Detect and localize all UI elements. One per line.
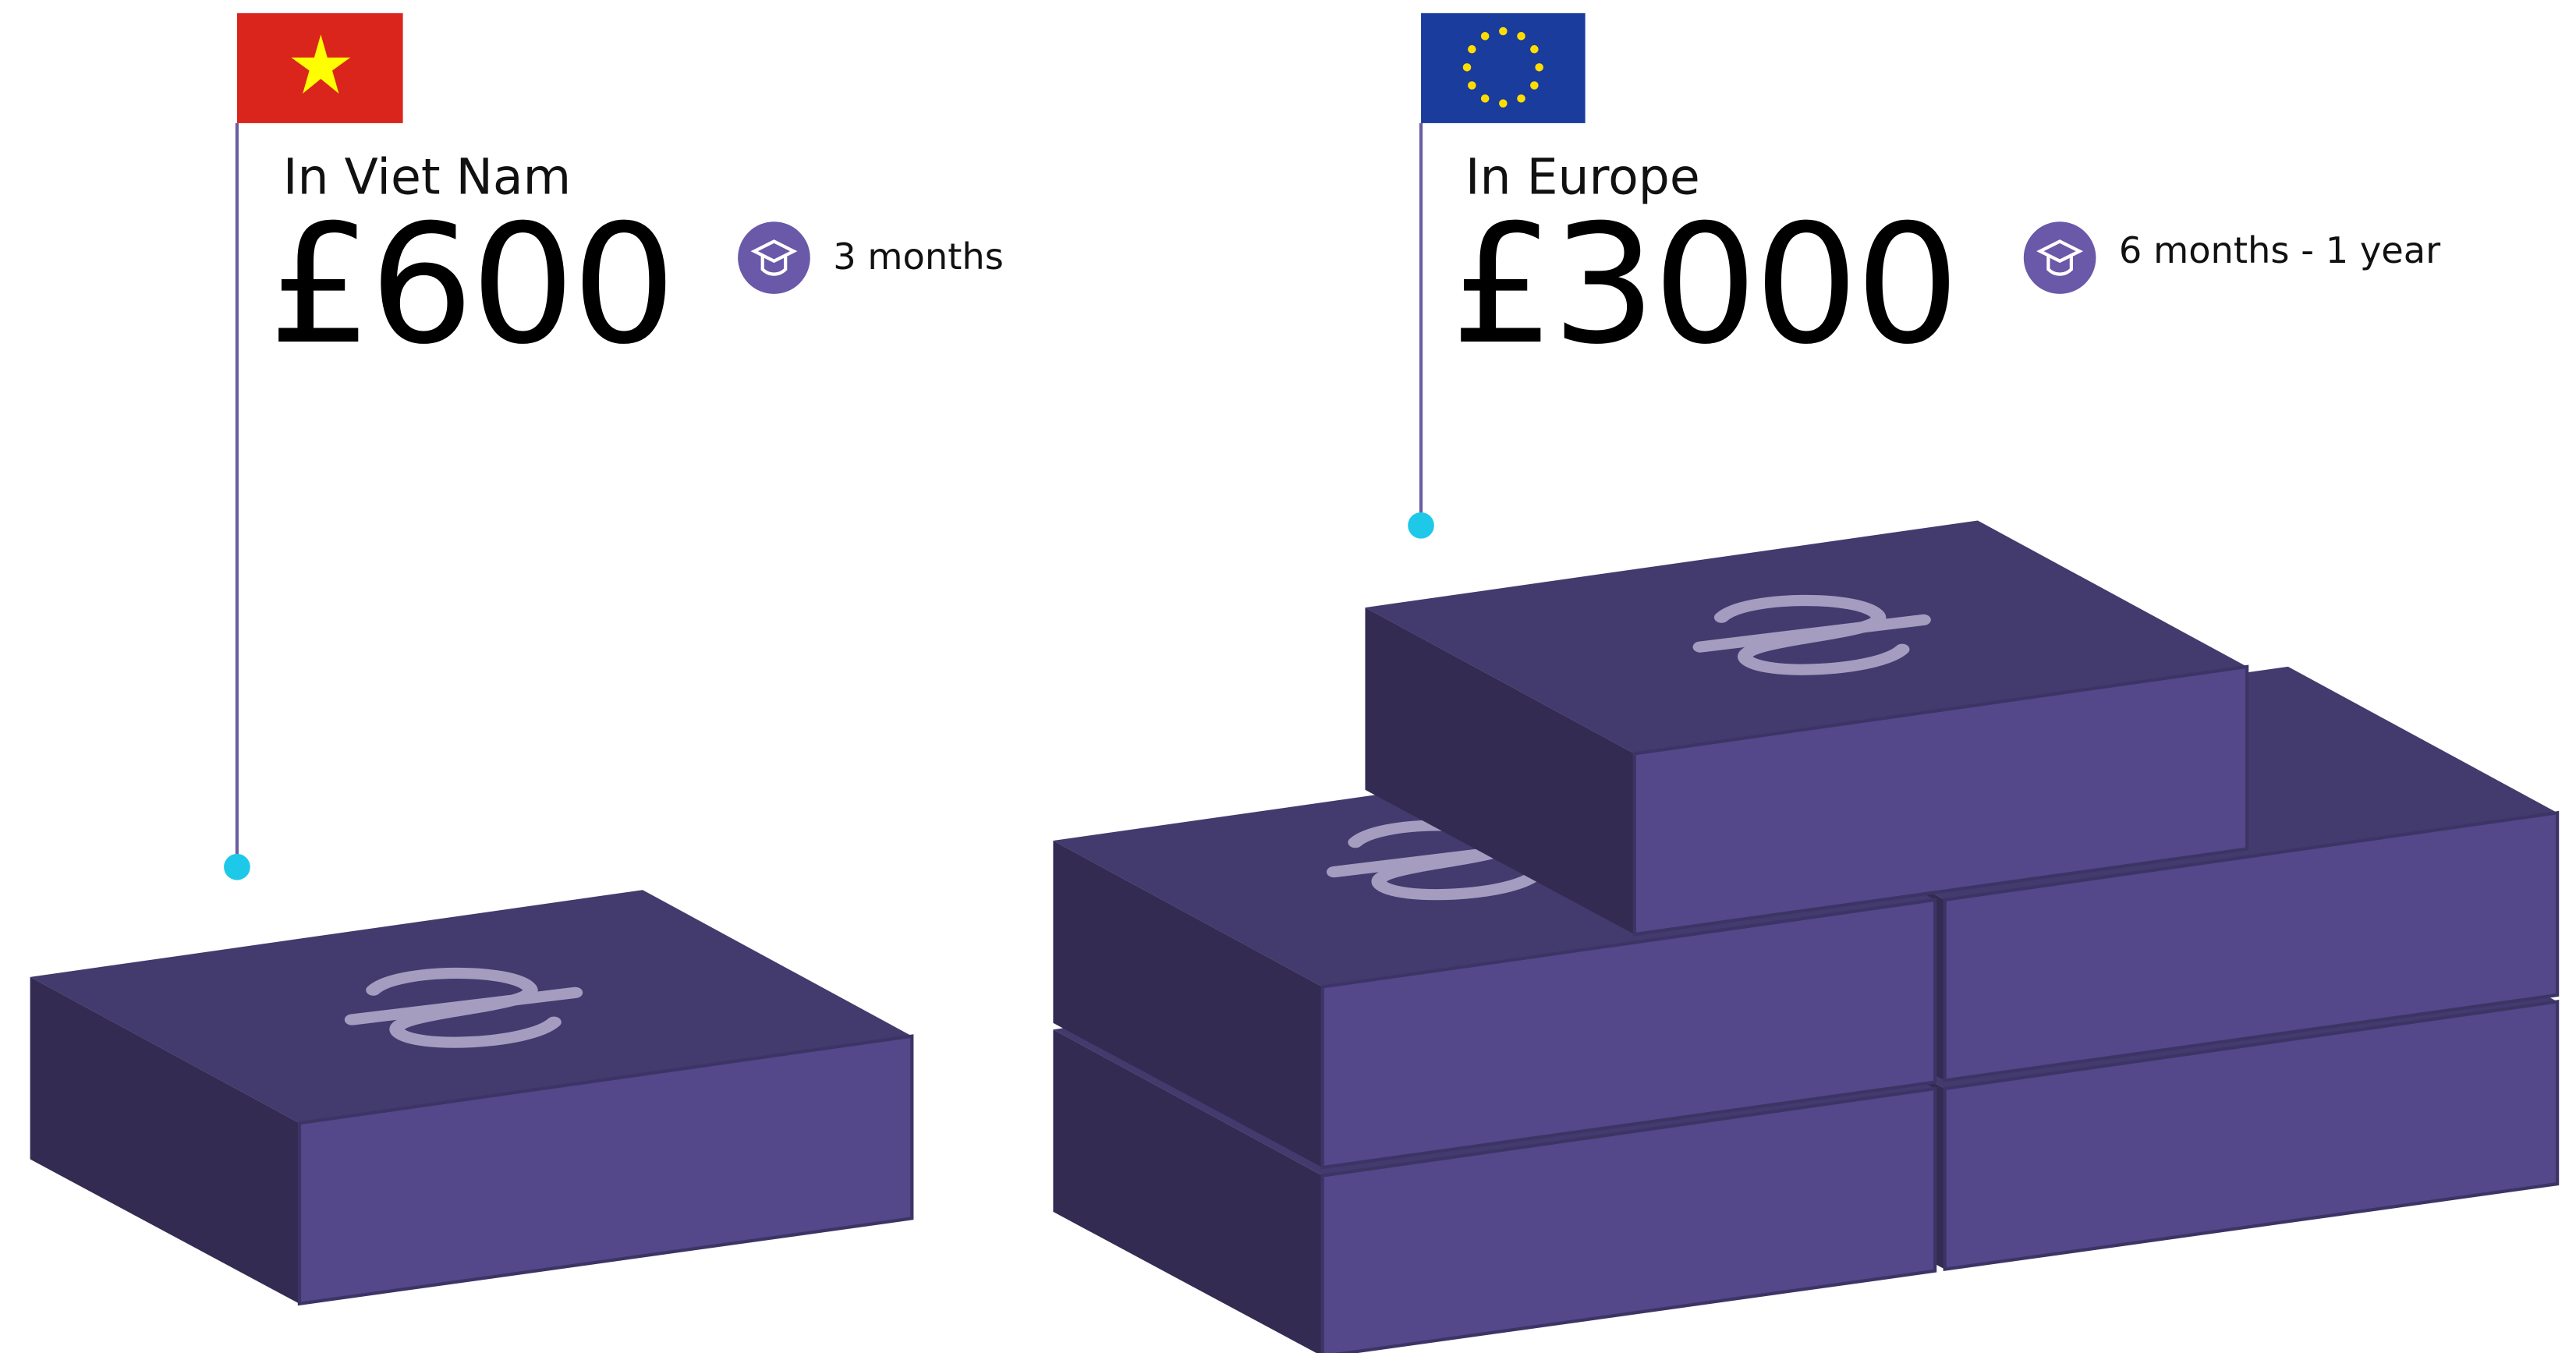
region-label: In Europe — [1465, 147, 1700, 205]
duration: 3 months — [833, 236, 1004, 278]
pole-dot — [1408, 512, 1434, 539]
duration-icon — [2023, 221, 2096, 294]
duration-icon — [738, 221, 810, 294]
vietnam-group: In Viet Nam £600 3 months — [30, 12, 1004, 1304]
europe-group: In Europe £3000 6 months - 1 year — [1053, 12, 2557, 1353]
duration: 6 months - 1 year — [2119, 229, 2441, 271]
pole-dot — [224, 853, 250, 880]
price: £600 — [268, 189, 673, 381]
money-stack — [1053, 520, 2557, 1353]
money-brick — [30, 890, 912, 1304]
flag-stars — [1462, 27, 1543, 108]
price: £3000 — [1451, 189, 1957, 381]
flag-star — [291, 34, 351, 94]
region-label: In Viet Nam — [283, 147, 571, 205]
